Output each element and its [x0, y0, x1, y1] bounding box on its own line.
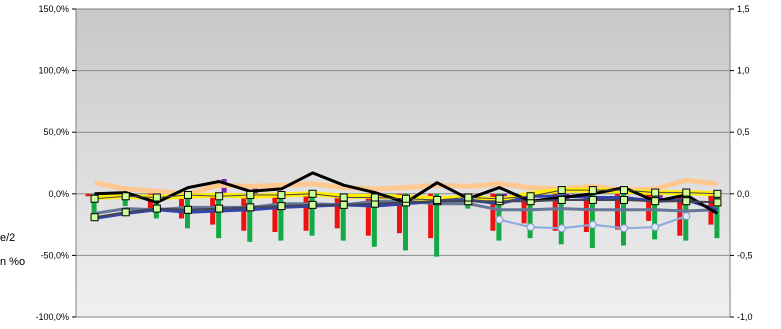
red-bar — [397, 193, 402, 234]
point-marker — [651, 197, 660, 206]
point-marker — [370, 193, 379, 202]
y-tick-label: 0,0% — [48, 189, 69, 199]
point-marker — [402, 194, 410, 203]
point-marker — [277, 202, 286, 211]
red-bar — [552, 193, 558, 231]
point-marker — [651, 188, 660, 197]
point-marker — [121, 192, 130, 201]
y-tick-label: 150,0% — [38, 4, 69, 14]
point-marker — [308, 189, 317, 198]
point-marker — [526, 223, 535, 232]
red-bar — [334, 193, 340, 229]
point-marker — [682, 211, 691, 220]
green-bar — [91, 193, 97, 216]
y-tick-label: 100,0% — [38, 66, 69, 76]
y2-tick-label: -1,0 — [737, 312, 753, 322]
green-bar — [434, 193, 440, 257]
point-marker — [651, 223, 660, 232]
point-marker — [495, 215, 504, 224]
y2-tick-label: 0,0 — [737, 189, 750, 199]
point-marker — [215, 204, 224, 213]
green-bar — [714, 193, 720, 239]
green-bar — [309, 193, 315, 236]
point-marker — [121, 208, 130, 217]
green-bar — [403, 193, 408, 251]
green-bar — [652, 193, 658, 240]
point-marker — [713, 198, 722, 207]
red-bar — [85, 193, 91, 197]
point-marker — [152, 193, 161, 202]
y-tick-label: -50,0% — [40, 250, 69, 260]
point-marker — [152, 204, 161, 213]
green-bar — [527, 193, 533, 239]
point-marker — [557, 186, 566, 195]
green-bar — [247, 193, 253, 242]
red-bar — [490, 193, 496, 231]
point-marker — [339, 200, 348, 209]
green-bar — [371, 193, 377, 247]
point-marker — [588, 220, 597, 229]
point-marker — [495, 194, 504, 203]
point-marker — [433, 195, 442, 204]
point-marker — [90, 194, 99, 203]
red-bar — [428, 193, 434, 239]
red-bar — [365, 193, 371, 236]
y2-tick-label: 0,5 — [737, 127, 750, 137]
y2-tick-label: 1,5 — [737, 4, 750, 14]
point-marker — [90, 213, 99, 222]
point-marker — [308, 200, 317, 209]
point-marker — [620, 186, 628, 195]
point-marker — [588, 195, 597, 204]
point-marker — [526, 192, 535, 201]
point-marker — [246, 203, 255, 212]
green-bar — [340, 193, 346, 241]
y-tick-label: -100,0% — [35, 312, 69, 322]
y2-tick-label: -0,5 — [737, 250, 753, 260]
green-bar — [621, 193, 626, 246]
point-marker — [713, 189, 722, 198]
red-bar — [615, 193, 620, 230]
point-marker — [339, 193, 348, 202]
point-marker — [682, 188, 691, 197]
green-bar — [216, 193, 222, 239]
red-bar — [272, 193, 278, 232]
point-marker — [557, 224, 566, 233]
purple-bar — [657, 193, 663, 200]
side-label-1: e/2 — [0, 232, 15, 244]
green-bar — [278, 193, 284, 241]
red-bar — [303, 193, 309, 231]
side-label-2: n %o — [0, 256, 25, 268]
point-marker — [184, 205, 192, 214]
red-bar — [677, 193, 683, 236]
point-marker — [277, 191, 286, 200]
point-marker — [620, 224, 628, 233]
red-bar — [646, 193, 652, 221]
point-marker — [184, 191, 192, 200]
y-tick-label: 50,0% — [43, 127, 69, 137]
point-marker — [682, 197, 691, 206]
point-marker — [215, 192, 224, 201]
y2-tick-label: 1,0 — [737, 66, 750, 76]
point-marker — [464, 193, 473, 202]
point-marker — [588, 186, 597, 195]
point-marker — [620, 195, 628, 204]
red-bar — [583, 193, 589, 232]
point-marker — [246, 191, 255, 200]
point-marker — [557, 195, 566, 204]
green-bar — [558, 193, 564, 245]
plot-area — [75, 8, 731, 318]
red-bar — [179, 193, 184, 219]
red-bar — [241, 193, 247, 231]
